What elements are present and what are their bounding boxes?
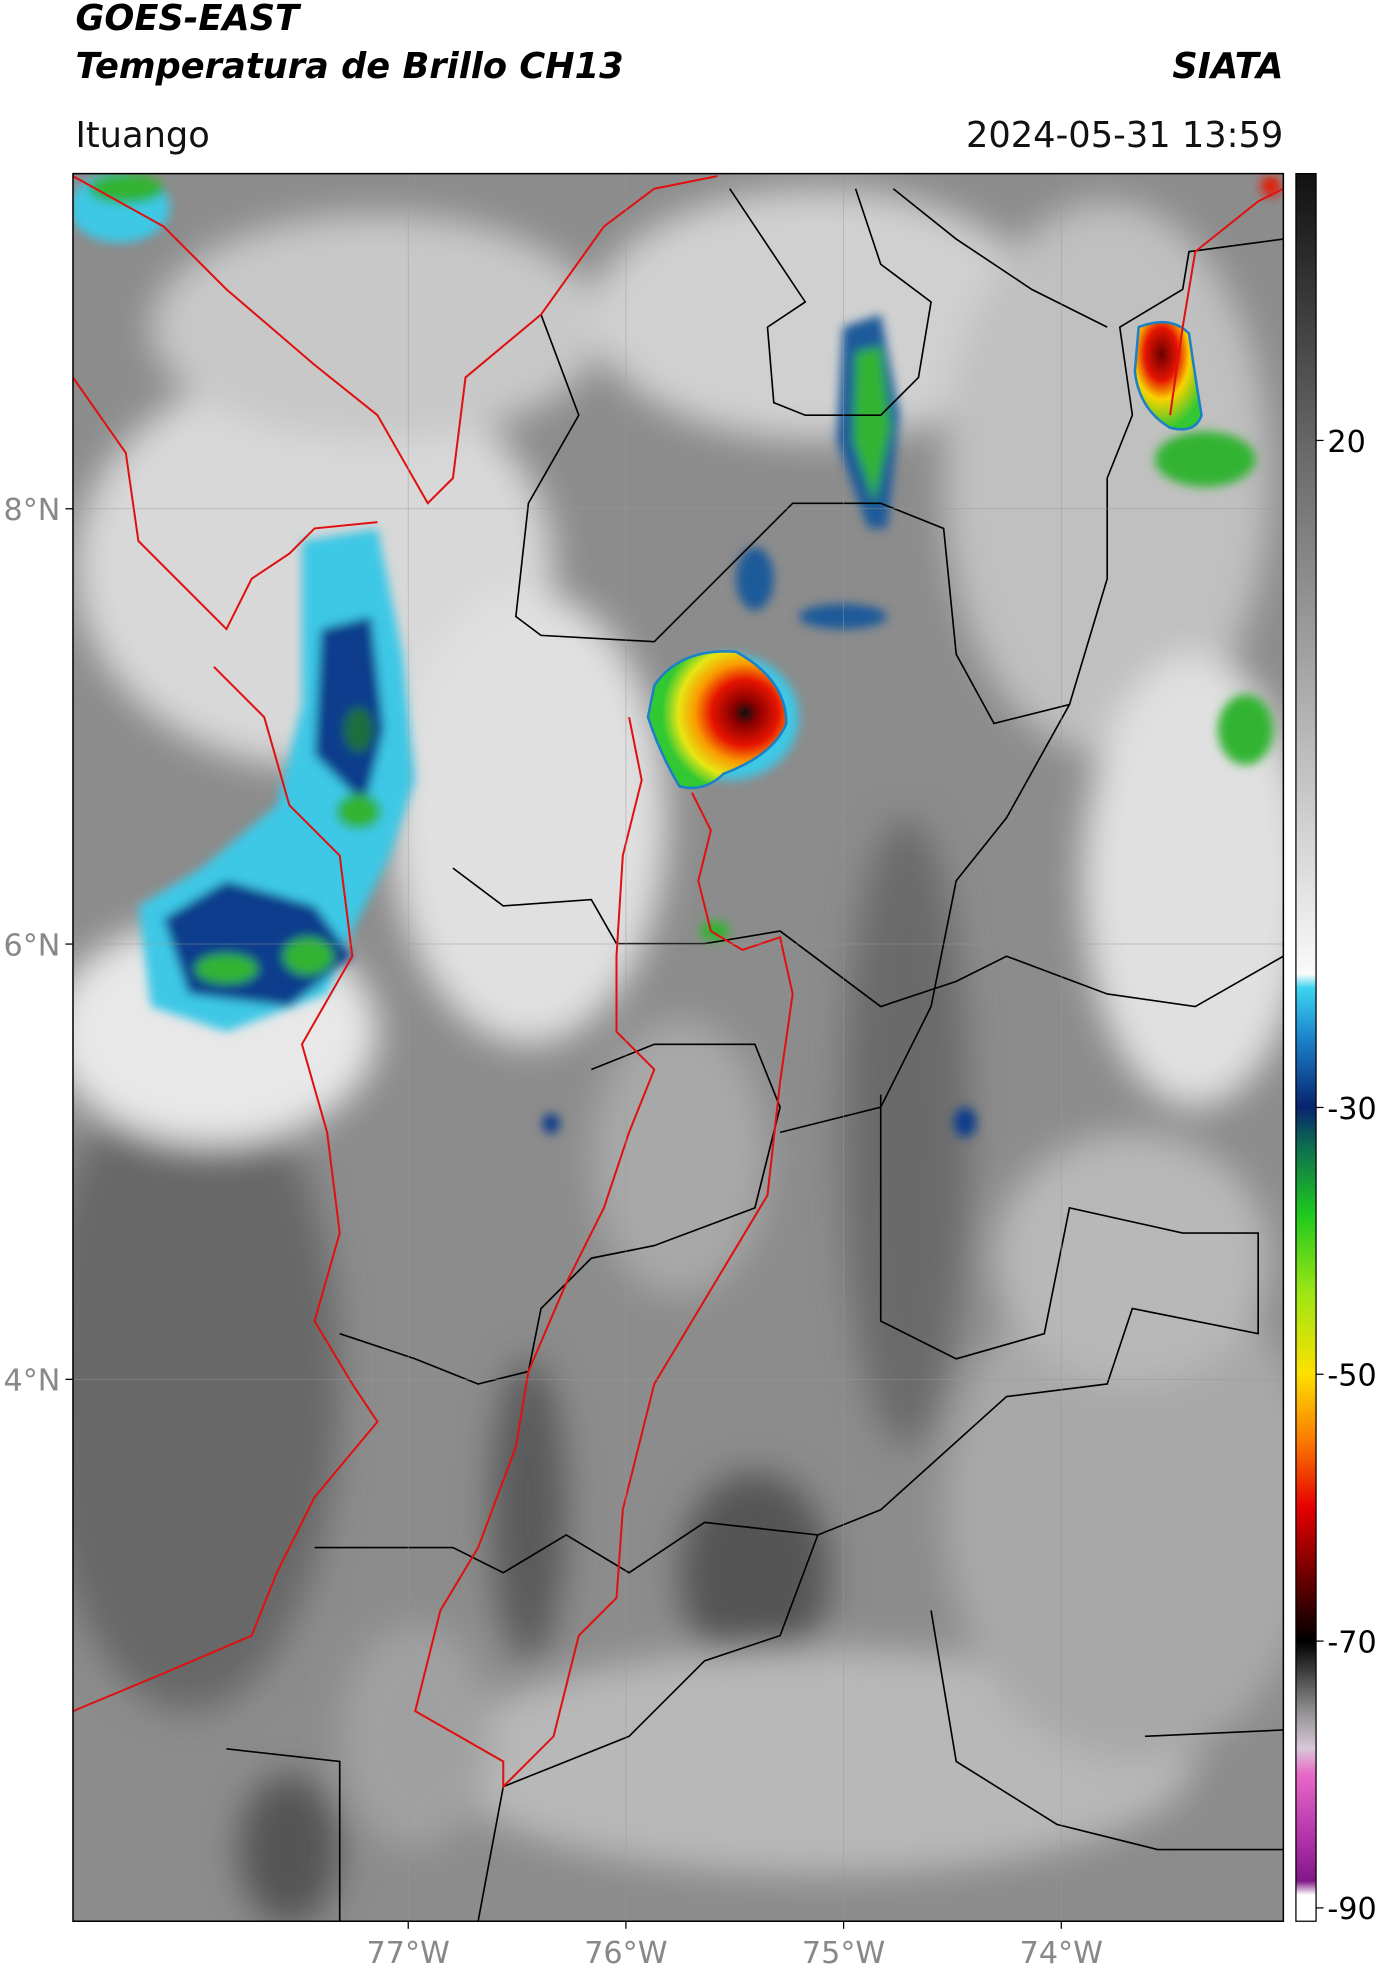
lon-tick-label: 77°W	[367, 1936, 450, 1971]
location: Ituango	[75, 115, 209, 156]
colorbar-tick-label: -90	[1327, 1892, 1376, 1927]
colorbar-tick-label: 20	[1327, 425, 1365, 460]
lat-tick-label: 4°N	[4, 1364, 61, 1399]
satellite-image	[72, 173, 1284, 1922]
lon-tick-label: 76°W	[584, 1936, 667, 1971]
lon-tick-label: 75°W	[802, 1936, 885, 1971]
lat-tick-label: 8°N	[4, 493, 61, 528]
org: SIATA	[1172, 46, 1283, 87]
lon-tick-label: 74°W	[1020, 1936, 1103, 1971]
subtitle: Temperatura de Brillo CH13	[75, 46, 623, 87]
colorbar-tick-label: -30	[1327, 1092, 1376, 1127]
colorbar-tick-label: -50	[1327, 1359, 1376, 1394]
colorbar	[1295, 172, 1317, 1922]
map-frame	[72, 172, 1285, 1922]
grid	[72, 173, 1284, 1922]
title: GOES-EAST	[75, 0, 302, 39]
colorbar-tick-label: -70	[1327, 1625, 1376, 1660]
lat-tick-label: 6°N	[4, 928, 61, 963]
datetime: 2024-05-31 13:59	[966, 115, 1283, 156]
